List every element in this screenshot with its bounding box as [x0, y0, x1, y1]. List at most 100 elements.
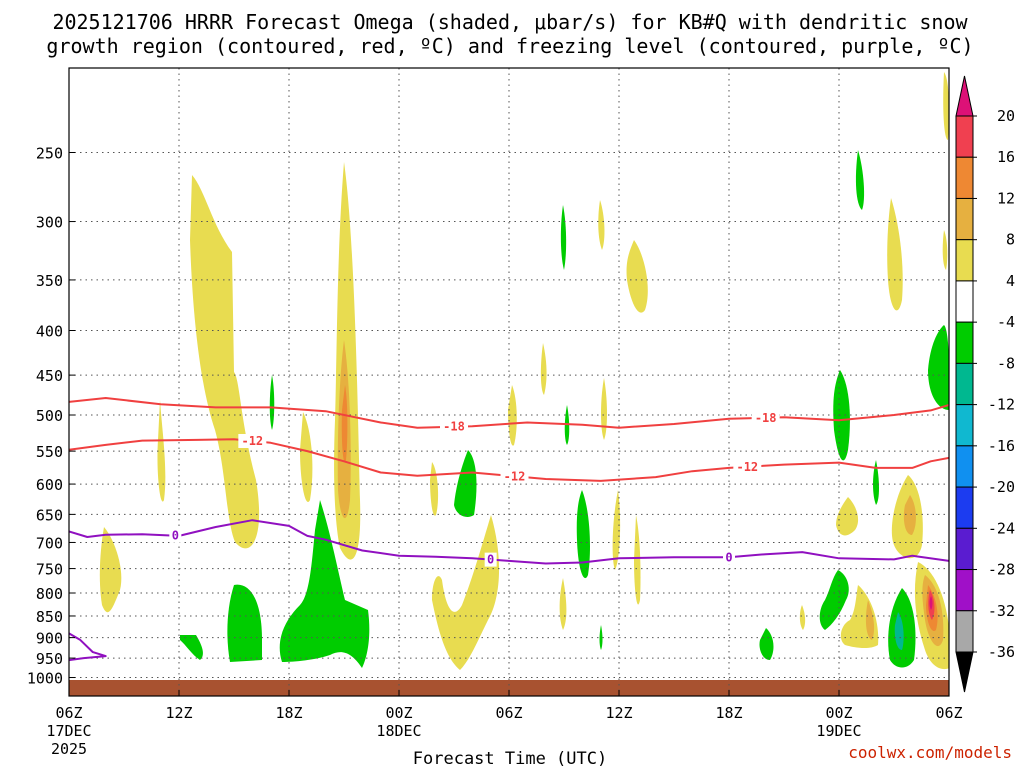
y-tick-label: 750: [36, 561, 63, 579]
colorbar-label: -4: [997, 313, 1015, 331]
colorbar-swatch: [955, 321, 974, 364]
omega-down-blob: [759, 628, 774, 660]
colorbar-label: 4: [1006, 272, 1015, 290]
plot-area: -18 -18 -12 -12 -12 0 0 0: [69, 68, 949, 696]
y-tick-label: 250: [36, 145, 63, 163]
isotherm-label-bg: [751, 410, 780, 425]
x-tick-label: 00Z: [825, 704, 852, 722]
omega-down-blob: [576, 490, 590, 579]
isotherm-label-bg: [484, 552, 497, 567]
omega-up-blob: [540, 343, 547, 395]
omega-up-blob: [865, 600, 875, 640]
y-tick-label: 850: [36, 608, 63, 626]
omega-up-blob: [612, 490, 621, 570]
x-tick-label: 12Z: [605, 704, 632, 722]
grid: [69, 68, 949, 696]
colorbar-label: -12: [988, 396, 1015, 414]
omega-down-blob: [454, 450, 477, 517]
y-tick-label: 900: [36, 630, 63, 648]
isotherm-label-bg: [500, 469, 529, 484]
omega-up-blob: [942, 230, 948, 270]
omega-down-blob: [599, 625, 603, 650]
colorbar-swatch: [955, 156, 974, 199]
omega-up-blob: [601, 378, 607, 440]
y-tick-label: 400: [36, 323, 63, 341]
colorbar-label: -36: [988, 643, 1015, 661]
isotherm-label: 0: [725, 550, 732, 564]
omega-up-blob: [799, 605, 806, 630]
isotherm-label-bg: [723, 550, 735, 565]
isotherm-label-bg: [440, 419, 468, 434]
omega-up-blob: [157, 400, 166, 502]
colorbar-label: 20: [997, 107, 1015, 125]
omega-up-blob: [887, 198, 903, 311]
colorbar-swatch: [955, 610, 974, 653]
omega-up-blob: [190, 175, 260, 549]
chart-title-line1: 2025121706 HRRR Forecast Omega (shaded, …: [52, 10, 968, 34]
isotherm-line: [69, 519, 949, 565]
isotherm-contours: -18 -18 -12 -12 -12 0 0 0: [69, 397, 949, 662]
omega-down-blob: [894, 612, 904, 650]
omega-up-blob: [943, 72, 949, 140]
y-tick-label: 500: [36, 407, 63, 425]
omega-down-blob: [855, 150, 865, 210]
isotherm-line: [69, 632, 107, 662]
colorbar-label: -20: [988, 478, 1015, 496]
x-tick-label: 06Z: [935, 704, 962, 722]
y-tick-label: 450: [36, 367, 63, 385]
y-tick-label: 350: [36, 272, 63, 290]
omega-up-blob: [430, 462, 439, 516]
x-date-label: 17DEC: [46, 722, 91, 740]
y-axis: 250 300 350 400 450 500 550 600 650 700 750 800 850 9…: [27, 145, 75, 688]
colorbar-swatch: [955, 569, 974, 612]
omega-down-blob: [833, 370, 850, 461]
chart-title-line2: growth region (contoured, red, ºC) and f…: [46, 34, 973, 58]
x-tick-label: 12Z: [165, 704, 192, 722]
omega-down-blob: [227, 584, 262, 662]
omega-up-blob: [626, 240, 648, 313]
colorbar-label: -28: [988, 561, 1015, 579]
omega-up-blob: [99, 527, 122, 613]
colorbar-swatch: [955, 115, 974, 158]
source-credit: coolwx.com/models: [848, 743, 1012, 762]
colorbar-label: -16: [988, 437, 1015, 455]
colorbar-label: -32: [988, 602, 1015, 620]
omega-down-blob: [269, 375, 275, 430]
omega-down-blob: [279, 500, 370, 668]
omega-shading: [99, 72, 949, 670]
omega-up-blob: [634, 515, 641, 605]
omega-down-blob: [560, 205, 567, 270]
y-tick-label: 600: [36, 476, 63, 494]
isotherm-label: -18: [443, 420, 465, 434]
omega-down-blob: [819, 570, 849, 630]
omega-up-blob: [432, 515, 500, 670]
x-axis-title: Forecast Time (UTC): [413, 749, 607, 768]
omega-up-blob: [903, 495, 916, 535]
omega-down-blob: [180, 635, 203, 660]
y-tick-label: 550: [36, 443, 63, 461]
y-tick-label: 1000: [27, 670, 63, 688]
y-tick-label: 300: [36, 214, 63, 232]
isotherm-line: [69, 397, 949, 429]
omega-up-blob: [300, 412, 313, 502]
isotherm-label: 0: [487, 553, 494, 567]
omega-up-blob: [559, 578, 567, 630]
colorbar: 20 16 12 8 4 -4 -8 -12 -16 -20 -24 -28 -32 -36: [955, 75, 1015, 693]
colorbar-swatch: [955, 75, 974, 117]
isotherm-label: -12: [736, 460, 758, 474]
omega-down-blob: [873, 460, 879, 505]
isotherm-label: -18: [755, 411, 777, 425]
isotherm-label: -12: [241, 434, 263, 448]
isotherm-label-bg: [169, 528, 182, 543]
isotherm-label: 0: [172, 529, 179, 543]
colorbar-swatch: [955, 527, 974, 571]
colorbar-label: 8: [1006, 231, 1015, 249]
x-tick-label: 18Z: [275, 704, 302, 722]
colorbar-label: 12: [997, 189, 1015, 207]
colorbar-label: -24: [988, 519, 1015, 537]
colorbar-swatch: [955, 445, 974, 488]
omega-up-blob: [508, 385, 517, 446]
colorbar-swatch: [955, 486, 974, 529]
